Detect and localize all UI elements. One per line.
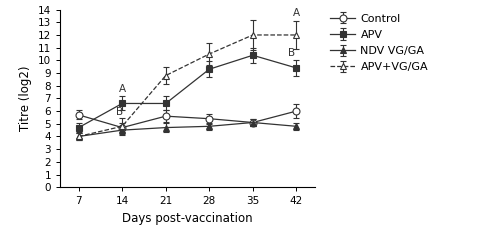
X-axis label: Days post-vaccination: Days post-vaccination xyxy=(122,212,253,225)
Legend: Control, APV, NDV VG/GA, APV+VG/GA: Control, APV, NDV VG/GA, APV+VG/GA xyxy=(328,12,430,74)
Text: B: B xyxy=(116,107,122,117)
Y-axis label: Titre (log2): Titre (log2) xyxy=(19,66,32,131)
Text: B: B xyxy=(288,48,296,58)
Text: A: A xyxy=(293,8,300,18)
Text: A: A xyxy=(118,84,126,94)
